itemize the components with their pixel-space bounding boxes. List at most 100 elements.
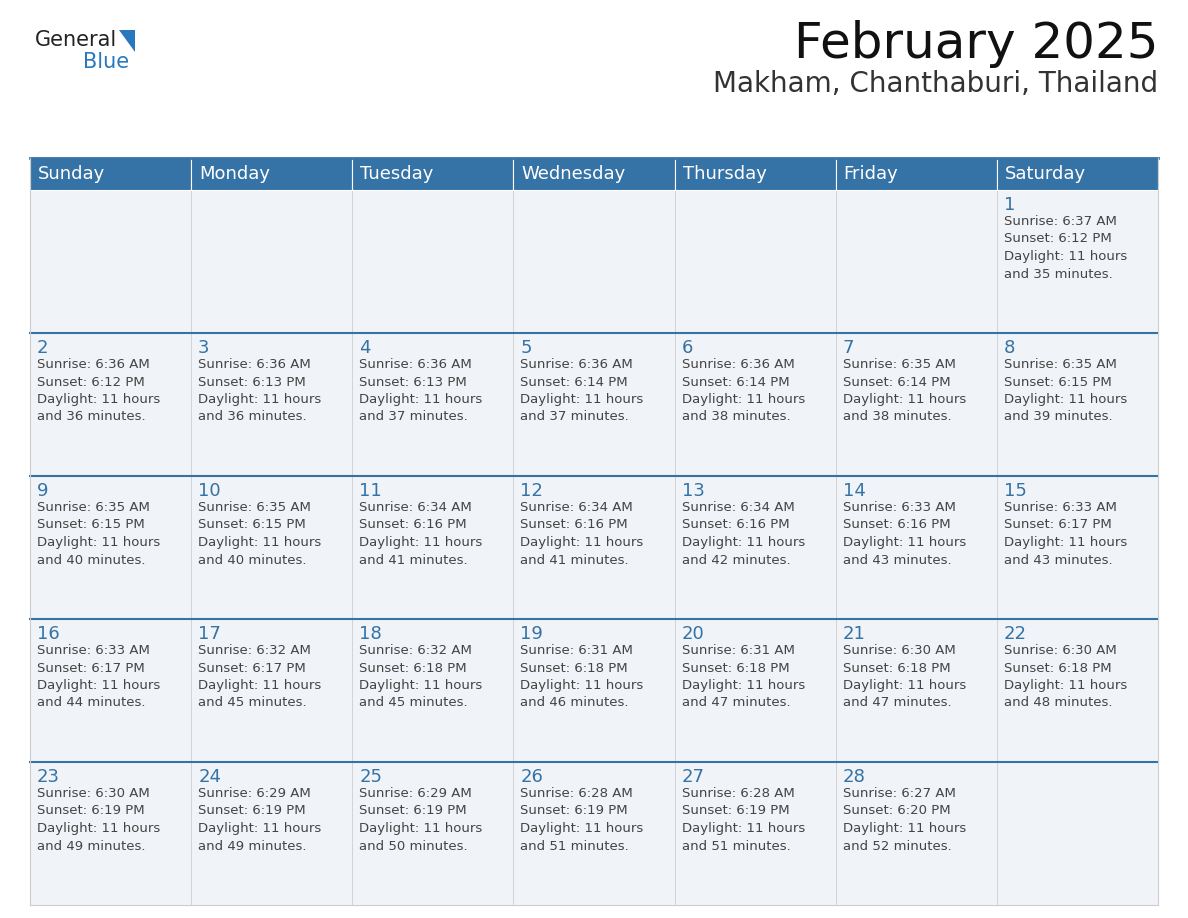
Polygon shape (119, 30, 135, 52)
Bar (30, 762, 191, 905)
Text: 28: 28 (842, 768, 866, 786)
Text: Sunrise: 6:28 AM
Sunset: 6:19 PM
Daylight: 11 hours
and 51 minutes.: Sunrise: 6:28 AM Sunset: 6:19 PM Dayligh… (520, 787, 644, 853)
Text: Sunrise: 6:33 AM
Sunset: 6:17 PM
Daylight: 11 hours
and 44 minutes.: Sunrise: 6:33 AM Sunset: 6:17 PM Dayligh… (37, 644, 160, 710)
Bar (353, 619, 513, 762)
Text: Sunrise: 6:31 AM
Sunset: 6:18 PM
Daylight: 11 hours
and 47 minutes.: Sunrise: 6:31 AM Sunset: 6:18 PM Dayligh… (682, 644, 804, 710)
Text: Sunrise: 6:31 AM
Sunset: 6:18 PM
Daylight: 11 hours
and 46 minutes.: Sunrise: 6:31 AM Sunset: 6:18 PM Dayligh… (520, 644, 644, 710)
Bar (997, 476, 1158, 619)
Bar (191, 762, 353, 905)
Bar (513, 619, 675, 762)
Bar (353, 190, 513, 333)
Bar (30, 158, 191, 190)
Text: Wednesday: Wednesday (522, 165, 626, 183)
Bar (675, 476, 835, 619)
Text: Friday: Friday (843, 165, 898, 183)
Text: 22: 22 (1004, 625, 1026, 643)
Bar (997, 333, 1158, 476)
Bar (191, 158, 353, 190)
Bar (675, 619, 835, 762)
Text: 10: 10 (198, 482, 221, 500)
Bar (353, 476, 513, 619)
Text: Sunrise: 6:32 AM
Sunset: 6:17 PM
Daylight: 11 hours
and 45 minutes.: Sunrise: 6:32 AM Sunset: 6:17 PM Dayligh… (198, 644, 322, 710)
Text: 9: 9 (37, 482, 49, 500)
Bar (30, 333, 191, 476)
Text: Sunrise: 6:36 AM
Sunset: 6:13 PM
Daylight: 11 hours
and 36 minutes.: Sunrise: 6:36 AM Sunset: 6:13 PM Dayligh… (198, 358, 322, 423)
Text: Sunrise: 6:36 AM
Sunset: 6:12 PM
Daylight: 11 hours
and 36 minutes.: Sunrise: 6:36 AM Sunset: 6:12 PM Dayligh… (37, 358, 160, 423)
Bar (513, 476, 675, 619)
Bar (513, 762, 675, 905)
Text: Sunrise: 6:35 AM
Sunset: 6:15 PM
Daylight: 11 hours
and 39 minutes.: Sunrise: 6:35 AM Sunset: 6:15 PM Dayligh… (1004, 358, 1127, 423)
Text: Sunrise: 6:33 AM
Sunset: 6:17 PM
Daylight: 11 hours
and 43 minutes.: Sunrise: 6:33 AM Sunset: 6:17 PM Dayligh… (1004, 501, 1127, 566)
Bar (30, 619, 191, 762)
Text: 1: 1 (1004, 196, 1016, 214)
Text: 15: 15 (1004, 482, 1026, 500)
Bar (353, 158, 513, 190)
Text: 20: 20 (682, 625, 704, 643)
Bar (835, 762, 997, 905)
Text: Sunrise: 6:36 AM
Sunset: 6:13 PM
Daylight: 11 hours
and 37 minutes.: Sunrise: 6:36 AM Sunset: 6:13 PM Dayligh… (359, 358, 482, 423)
Bar (513, 158, 675, 190)
Text: Blue: Blue (83, 52, 129, 72)
Bar (513, 190, 675, 333)
Text: 12: 12 (520, 482, 543, 500)
Text: 2: 2 (37, 339, 49, 357)
Text: Sunrise: 6:30 AM
Sunset: 6:19 PM
Daylight: 11 hours
and 49 minutes.: Sunrise: 6:30 AM Sunset: 6:19 PM Dayligh… (37, 787, 160, 853)
Text: 18: 18 (359, 625, 383, 643)
Bar (835, 619, 997, 762)
Bar (191, 190, 353, 333)
Bar (353, 762, 513, 905)
Text: Sunrise: 6:36 AM
Sunset: 6:14 PM
Daylight: 11 hours
and 37 minutes.: Sunrise: 6:36 AM Sunset: 6:14 PM Dayligh… (520, 358, 644, 423)
Text: Saturday: Saturday (1005, 165, 1086, 183)
Bar (675, 762, 835, 905)
Bar (997, 158, 1158, 190)
Text: 8: 8 (1004, 339, 1016, 357)
Text: Sunrise: 6:32 AM
Sunset: 6:18 PM
Daylight: 11 hours
and 45 minutes.: Sunrise: 6:32 AM Sunset: 6:18 PM Dayligh… (359, 644, 482, 710)
Text: 4: 4 (359, 339, 371, 357)
Bar (997, 190, 1158, 333)
Text: February 2025: February 2025 (794, 20, 1158, 68)
Text: 14: 14 (842, 482, 866, 500)
Bar (191, 476, 353, 619)
Bar (835, 476, 997, 619)
Text: Sunrise: 6:30 AM
Sunset: 6:18 PM
Daylight: 11 hours
and 48 minutes.: Sunrise: 6:30 AM Sunset: 6:18 PM Dayligh… (1004, 644, 1127, 710)
Text: Sunrise: 6:37 AM
Sunset: 6:12 PM
Daylight: 11 hours
and 35 minutes.: Sunrise: 6:37 AM Sunset: 6:12 PM Dayligh… (1004, 215, 1127, 281)
Text: 7: 7 (842, 339, 854, 357)
Text: Sunrise: 6:36 AM
Sunset: 6:14 PM
Daylight: 11 hours
and 38 minutes.: Sunrise: 6:36 AM Sunset: 6:14 PM Dayligh… (682, 358, 804, 423)
Text: 23: 23 (37, 768, 61, 786)
Text: 26: 26 (520, 768, 543, 786)
Text: 5: 5 (520, 339, 532, 357)
Bar (353, 333, 513, 476)
Bar (191, 619, 353, 762)
Text: Thursday: Thursday (683, 165, 766, 183)
Text: Sunrise: 6:35 AM
Sunset: 6:14 PM
Daylight: 11 hours
and 38 minutes.: Sunrise: 6:35 AM Sunset: 6:14 PM Dayligh… (842, 358, 966, 423)
Bar (30, 190, 191, 333)
Bar (835, 190, 997, 333)
Bar (513, 333, 675, 476)
Text: Sunrise: 6:33 AM
Sunset: 6:16 PM
Daylight: 11 hours
and 43 minutes.: Sunrise: 6:33 AM Sunset: 6:16 PM Dayligh… (842, 501, 966, 566)
Text: Sunday: Sunday (38, 165, 106, 183)
Text: Sunrise: 6:30 AM
Sunset: 6:18 PM
Daylight: 11 hours
and 47 minutes.: Sunrise: 6:30 AM Sunset: 6:18 PM Dayligh… (842, 644, 966, 710)
Text: 11: 11 (359, 482, 383, 500)
Text: 24: 24 (198, 768, 221, 786)
Text: 13: 13 (682, 482, 704, 500)
Text: Sunrise: 6:28 AM
Sunset: 6:19 PM
Daylight: 11 hours
and 51 minutes.: Sunrise: 6:28 AM Sunset: 6:19 PM Dayligh… (682, 787, 804, 853)
Text: Makham, Chanthaburi, Thailand: Makham, Chanthaburi, Thailand (713, 70, 1158, 98)
Text: General: General (34, 30, 118, 50)
Bar (675, 190, 835, 333)
Text: Sunrise: 6:29 AM
Sunset: 6:19 PM
Daylight: 11 hours
and 49 minutes.: Sunrise: 6:29 AM Sunset: 6:19 PM Dayligh… (198, 787, 322, 853)
Text: 25: 25 (359, 768, 383, 786)
Bar (30, 476, 191, 619)
Text: Sunrise: 6:29 AM
Sunset: 6:19 PM
Daylight: 11 hours
and 50 minutes.: Sunrise: 6:29 AM Sunset: 6:19 PM Dayligh… (359, 787, 482, 853)
Bar (835, 158, 997, 190)
Text: Monday: Monday (200, 165, 270, 183)
Text: 3: 3 (198, 339, 209, 357)
Text: Tuesday: Tuesday (360, 165, 434, 183)
Text: Sunrise: 6:34 AM
Sunset: 6:16 PM
Daylight: 11 hours
and 42 minutes.: Sunrise: 6:34 AM Sunset: 6:16 PM Dayligh… (682, 501, 804, 566)
Text: Sunrise: 6:34 AM
Sunset: 6:16 PM
Daylight: 11 hours
and 41 minutes.: Sunrise: 6:34 AM Sunset: 6:16 PM Dayligh… (520, 501, 644, 566)
Bar (675, 158, 835, 190)
Text: 16: 16 (37, 625, 59, 643)
Bar (835, 333, 997, 476)
Bar (675, 333, 835, 476)
Text: Sunrise: 6:35 AM
Sunset: 6:15 PM
Daylight: 11 hours
and 40 minutes.: Sunrise: 6:35 AM Sunset: 6:15 PM Dayligh… (198, 501, 322, 566)
Bar (191, 333, 353, 476)
